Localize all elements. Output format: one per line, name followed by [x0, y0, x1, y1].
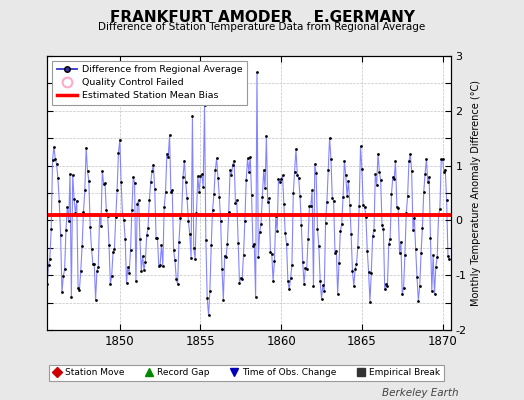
Legend: Station Move, Record Gap, Time of Obs. Change, Empirical Break: Station Move, Record Gap, Time of Obs. C… [49, 364, 443, 381]
Text: Difference of Station Temperature Data from Regional Average: Difference of Station Temperature Data f… [99, 22, 425, 32]
Legend: Difference from Regional Average, Quality Control Failed, Estimated Station Mean: Difference from Regional Average, Qualit… [52, 61, 247, 105]
Text: Berkeley Earth: Berkeley Earth [382, 388, 458, 398]
Text: FRANKFURT AMODER    E.GERMANY: FRANKFURT AMODER E.GERMANY [110, 10, 414, 25]
Y-axis label: Monthly Temperature Anomaly Difference (°C): Monthly Temperature Anomaly Difference (… [471, 80, 481, 306]
